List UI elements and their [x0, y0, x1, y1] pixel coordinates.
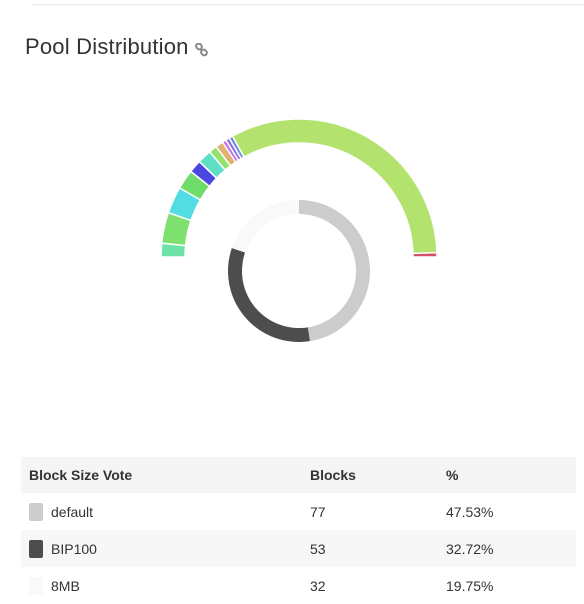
blocks-cell: 53	[302, 530, 438, 567]
title-row: Pool Distribution	[25, 34, 209, 60]
vote-label: default	[51, 503, 94, 520]
vote-cell: 8MB	[21, 567, 302, 604]
pool-distribution-outer-ring	[160, 118, 438, 258]
link-icon[interactable]	[194, 42, 209, 57]
chart-slice[interactable]	[228, 248, 310, 342]
color-swatch	[29, 502, 43, 521]
block-size-vote-ring	[228, 200, 370, 342]
table-row: 8MB 32 19.75%	[21, 567, 576, 604]
blocks-cell: 32	[310, 577, 326, 594]
vote-label: 8MB	[51, 577, 80, 594]
page-title: Pool Distribution	[25, 34, 189, 59]
pool-distribution-chart	[0, 100, 584, 360]
chart-slice[interactable]	[412, 251, 438, 258]
chart-slice[interactable]	[299, 200, 370, 342]
header-block-size-vote: Block Size Vote	[21, 457, 302, 493]
color-swatch	[29, 576, 43, 595]
header-blocks: Blocks	[302, 457, 438, 493]
color-swatch	[29, 539, 43, 558]
block-size-vote-table: Block Size Vote Blocks % default 77 47.5…	[21, 457, 576, 604]
header-percent: %	[438, 457, 576, 493]
vote-label: BIP100	[51, 540, 97, 557]
percent-cell: 47.53%	[446, 503, 494, 520]
vote-cell: BIP100	[21, 530, 302, 567]
vote-cell: default	[21, 493, 302, 530]
table-row: BIP100 53 32.72%	[21, 530, 576, 567]
table-row: default 77 47.53%	[21, 493, 576, 530]
pool-distribution-svg	[160, 118, 438, 342]
chart-slice[interactable]	[231, 118, 438, 255]
blocks-cell: 77	[310, 503, 326, 520]
table-header-row: Block Size Vote Blocks %	[21, 457, 576, 493]
chart-slice[interactable]	[231, 200, 299, 253]
percent-cell: 19.75%	[446, 577, 494, 594]
top-divider	[32, 0, 584, 5]
percent-cell: 32.72%	[438, 530, 576, 567]
